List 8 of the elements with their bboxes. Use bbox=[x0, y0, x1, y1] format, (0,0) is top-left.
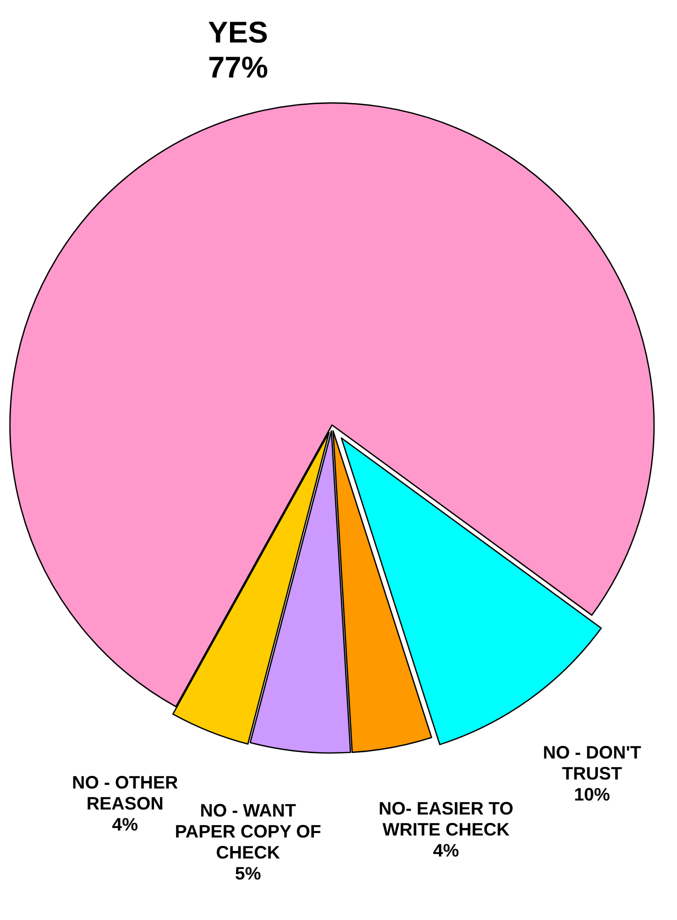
slice-label: NO- EASIER TO WRITE CHECK bbox=[378, 798, 514, 840]
data-label: 5% bbox=[234, 863, 262, 884]
data-label: 4% bbox=[112, 814, 138, 834]
data-label: 77% bbox=[208, 52, 268, 85]
slice-label: YES bbox=[208, 16, 268, 50]
slice-label: NO - DON'T TRUST bbox=[542, 742, 642, 784]
data-label: 4% bbox=[432, 840, 460, 860]
data-label: 10% bbox=[574, 784, 610, 804]
